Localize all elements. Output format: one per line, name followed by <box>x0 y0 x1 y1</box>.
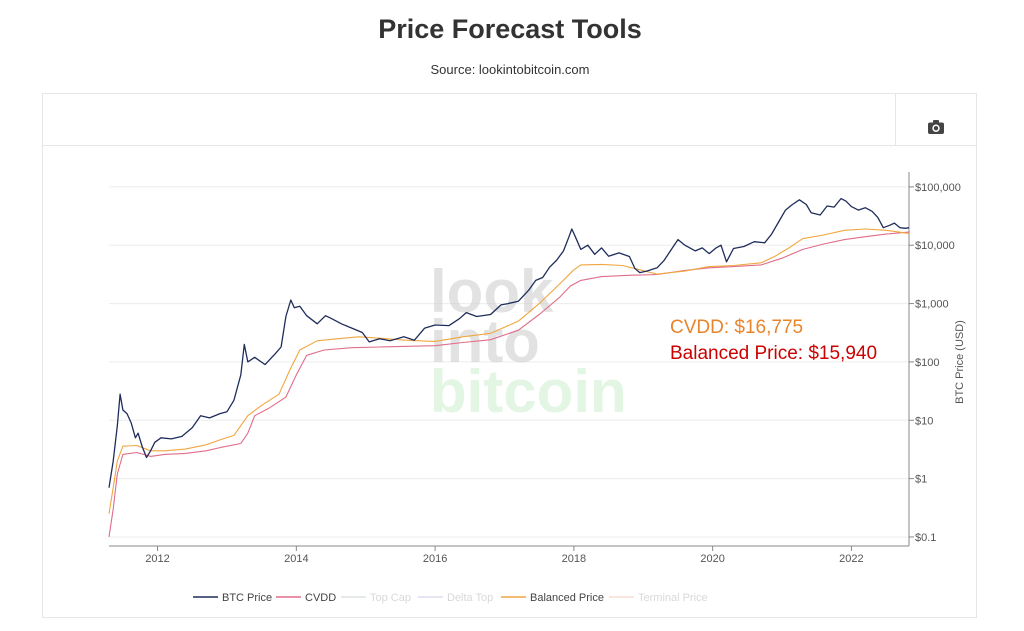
x-tick-label: 2020 <box>700 553 724 565</box>
legend-item-cvdd[interactable]: CVDD <box>276 592 336 604</box>
series-line-btc-price <box>108 197 910 488</box>
y-tick-label: $0.1 <box>915 532 936 544</box>
legend-item-top-cap[interactable]: Top Cap <box>341 592 411 604</box>
chart-frame <box>42 93 977 618</box>
page-title: Price Forecast Tools <box>378 14 642 44</box>
legend-label: Top Cap <box>370 592 411 604</box>
cvdd-annotation: CVDD: $16,775 <box>670 317 803 338</box>
y-tick-label: $10 <box>915 415 933 427</box>
legend-item-delta-top[interactable]: Delta Top <box>418 592 493 604</box>
y-axis-label: BTC Price (USD) <box>954 320 966 404</box>
y-tick-label: $1,000 <box>915 299 949 311</box>
legend-label: Balanced Price <box>530 592 604 604</box>
series-line-cvdd <box>108 231 910 538</box>
watermark-line: into <box>430 308 540 375</box>
watermark: look into bitcoin <box>430 258 627 425</box>
x-tick-label: 2018 <box>562 553 586 565</box>
y-tick-label: $100,000 <box>915 182 961 194</box>
x-tick-label: 2016 <box>423 553 447 565</box>
x-tick-label: 2012 <box>145 553 169 565</box>
toolbar-separator <box>895 93 896 145</box>
legend-item-balanced-price[interactable]: Balanced Price <box>501 592 604 604</box>
legend-item-terminal-price[interactable]: Terminal Price <box>609 592 708 604</box>
watermark-line: bitcoin <box>430 358 627 425</box>
legend-label: BTC Price <box>222 592 272 604</box>
x-tick-label: 2022 <box>839 553 863 565</box>
legend-label: CVDD <box>305 592 336 604</box>
source-caption: Source: lookintobitcoin.com <box>430 62 590 77</box>
camera-icon[interactable] <box>927 119 945 135</box>
balanced-price-annotation: Balanced Price: $15,940 <box>670 343 877 364</box>
legend: BTC Price CVDD Top Cap Delta Top Balanced Pr… <box>193 592 708 604</box>
legend-label: Delta Top <box>447 592 493 604</box>
y-tick-label: $100 <box>915 357 939 369</box>
y-tick-label: $1 <box>915 474 927 486</box>
toolbar-divider <box>42 145 977 146</box>
legend-item-btc-price[interactable]: BTC Price <box>193 592 272 604</box>
legend-label: Terminal Price <box>638 592 708 604</box>
series-line-balanced-price <box>108 228 910 514</box>
x-tick-label: 2014 <box>284 553 308 565</box>
y-tick-label: $10,000 <box>915 240 955 252</box>
